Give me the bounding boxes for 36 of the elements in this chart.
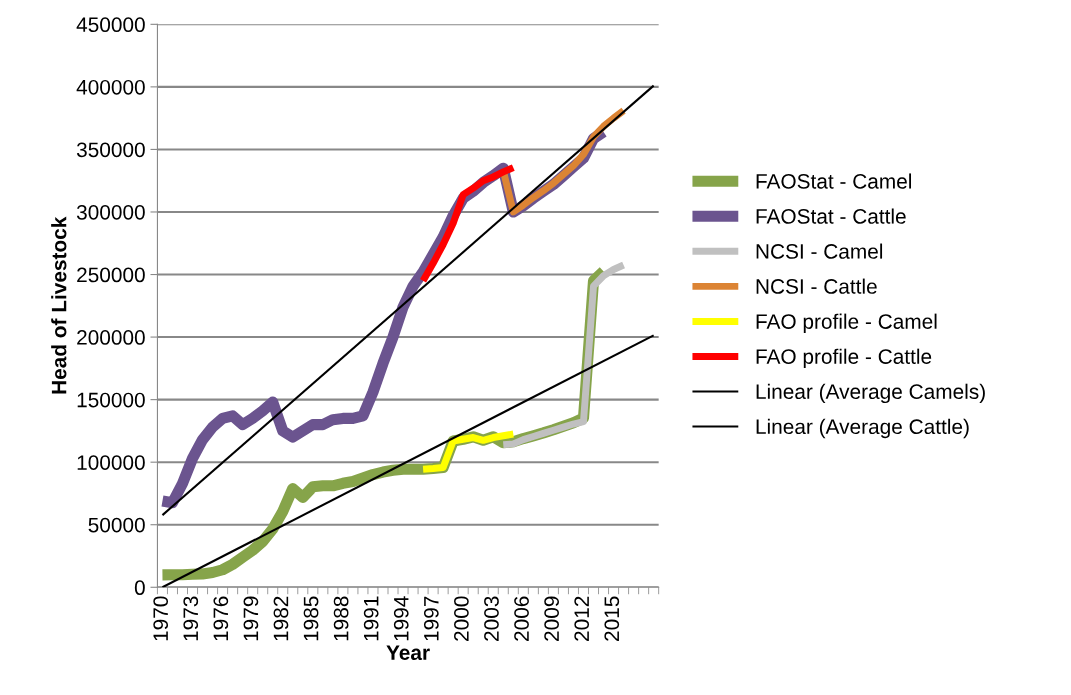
x-tick-label: 1985 [303,596,319,641]
legend-label: NCSI - Camel [756,243,883,259]
y-tick-label: 200000 [77,330,145,345]
legend-label: FAO profile - Camel [756,313,937,334]
legend-label: Linear (Average Cattle) [756,418,969,439]
legend-label: FAOStat - Camel [756,173,912,189]
legend-label: NCSI - Cattle [756,278,877,294]
y-tick-label: 300000 [76,204,145,220]
y-tick-label: 150000 [77,392,145,408]
x-tick-label: 2012 [574,596,590,641]
y-tick-label: 250000 [77,267,145,283]
x-tick-label: 2009 [544,596,559,641]
x-tick-label: 1979 [243,596,259,641]
x-tick-label: 1970 [153,596,169,641]
y-tick-label: 100000 [77,455,145,470]
x-tick-label: 1988 [333,596,349,641]
x-tick-label: 1994 [393,596,409,641]
y-tick-label: 50000 [88,517,145,533]
x-tick-label: 2006 [514,596,529,641]
y-tick-label: 400000 [76,79,145,95]
y-axis-title: Head of Livestock [51,216,67,394]
x-tick-label: 2003 [484,596,499,641]
y-tick-label: 350000 [76,142,145,158]
legend-label: Linear (Average Camels) [756,383,985,404]
x-tick-label: 1991 [363,596,379,641]
x-axis-title: Year [386,645,430,661]
y-tick-label: 0 [134,580,145,596]
x-tick-label: 2000 [454,596,469,641]
legend-label: FAOStat - Cattle [756,208,906,224]
y-tick-label: 450000 [76,17,145,33]
x-tick-label: 1982 [273,596,289,641]
x-tick-label: 1973 [183,596,199,641]
x-tick-label: 1976 [213,596,229,641]
x-tick-label: 2015 [604,596,620,641]
x-tick-label: 1997 [423,596,439,641]
legend-label: FAO profile - Cattle [756,348,932,369]
